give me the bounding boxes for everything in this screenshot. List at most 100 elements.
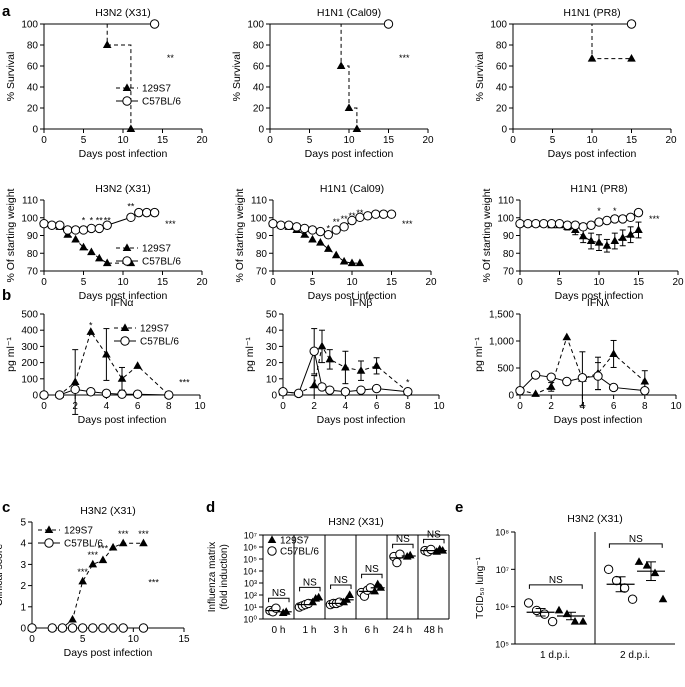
y-tick-label: 0 <box>32 125 38 136</box>
series-line <box>513 23 632 60</box>
series-129S7 <box>554 557 668 625</box>
category-label: 48 h <box>424 625 443 636</box>
data-point-triangle <box>594 238 604 246</box>
data-point-triangle <box>345 590 354 598</box>
y-tick-label: 20 <box>266 358 278 369</box>
data-point-triangle <box>79 242 88 251</box>
legend-marker-triangle <box>120 323 130 331</box>
data-point-triangle <box>102 258 112 267</box>
x-tick-label: 10 <box>433 401 445 412</box>
x-tick-label: 15 <box>157 277 169 288</box>
data-point-circle <box>98 623 108 633</box>
y-tick-label: 110 <box>498 196 514 207</box>
chart-title: IFNλ <box>587 297 610 309</box>
series-C57BL/6 <box>270 19 394 29</box>
x-tick-label: 15 <box>178 634 190 645</box>
chart-title: H1N1 (Cal09) <box>320 183 384 195</box>
x-tick-label: 10 <box>343 135 355 146</box>
significance-bracket <box>608 543 663 548</box>
x-tick-label: 0 <box>41 401 47 412</box>
data-point-circle <box>39 218 49 229</box>
data-point-circle <box>54 390 65 400</box>
category-label: 2 d.p.i. <box>620 650 650 661</box>
chart-c-clinical: H3N2 (X31) 0 5 10 15 0 1 2 3 4 5 Days post infectio… <box>0 505 190 659</box>
x-tick-label: 10 <box>346 277 358 288</box>
ns-label: NS <box>334 575 348 586</box>
data-point-triangle <box>650 568 660 577</box>
series-line <box>282 345 409 394</box>
y-tick-label: 10⁴ <box>243 567 257 577</box>
data-point-circle <box>627 594 638 604</box>
x-tick-label: 5 <box>557 277 563 288</box>
data-point-circle <box>299 223 310 234</box>
series-C57BL/6 <box>44 19 160 29</box>
data-point-circle <box>47 220 57 230</box>
significance-label: *** <box>88 550 99 560</box>
data-point-triangle <box>342 595 351 603</box>
data-point-circle <box>315 226 326 237</box>
category-label: 24 h <box>393 625 412 636</box>
x-tick-label: 5 <box>550 135 556 146</box>
data-point-circle <box>292 222 302 232</box>
data-point-circle <box>55 220 65 230</box>
x-tick-label: 15 <box>626 135 638 146</box>
data-point-circle <box>317 382 327 392</box>
series-C57BL/6 <box>515 207 644 232</box>
data-point-triangle <box>133 361 142 369</box>
y-tick-label: 80 <box>256 249 268 260</box>
data-point-circle <box>118 623 128 633</box>
y-tick-label: 90 <box>27 231 39 242</box>
significance-bracket <box>361 573 383 579</box>
data-point-circle <box>325 385 335 395</box>
data-point-triangle <box>341 362 350 371</box>
data-point-triangle <box>68 614 77 623</box>
data-point-circle <box>586 220 596 230</box>
y-tick-label: 3 <box>20 560 26 571</box>
category-label: 1 d.p.i. <box>540 650 570 661</box>
y-axis-label: Clinical score <box>0 544 5 607</box>
data-point-triangle <box>331 250 341 259</box>
chart-b-ifnl: IFNλ 0 2 4 6 8 10 0 500 1,000 1,500 Days post infec… <box>473 297 682 426</box>
legend-marker-circle <box>44 538 54 548</box>
x-tick-label: 20 <box>196 135 208 146</box>
significance-bracket <box>299 586 321 592</box>
data-point-circle <box>67 623 78 633</box>
data-point-triangle <box>438 546 447 554</box>
y-tick-label: 40 <box>27 83 39 94</box>
data-point-circle <box>134 207 144 218</box>
x-tick-label: 0 <box>510 135 516 146</box>
data-point-triangle <box>546 382 556 390</box>
data-point-circle <box>619 583 630 593</box>
y-axis-label: pg ml⁻¹ <box>5 337 17 372</box>
y-tick-label: 70 <box>503 267 515 278</box>
y-tick-label: 30 <box>266 342 278 353</box>
y-axis-label: pg ml⁻¹ <box>473 337 485 372</box>
data-point-circle <box>149 207 160 218</box>
y-axis-label: % Survival <box>474 52 486 102</box>
y-tick-label: 90 <box>256 231 268 242</box>
chart-b-ifna: IFNα02468100100200300400500Days post inf… <box>5 297 206 426</box>
data-point-circle <box>132 389 143 399</box>
data-point-triangle <box>325 354 335 363</box>
y-axis-label: pg ml⁻¹ <box>244 337 256 372</box>
data-point-triangle <box>86 327 96 335</box>
y-tick-label: 10⁵ <box>243 555 257 565</box>
data-point-triangle <box>570 617 580 625</box>
x-tick-label: 5 <box>80 634 86 645</box>
y-tick-label: 10⁶ <box>495 602 509 612</box>
chart-title: H1N1 (PR8) <box>570 183 627 195</box>
x-axis-label: Days post infection <box>308 290 397 302</box>
data-point-circle <box>347 215 357 226</box>
series-line <box>43 223 131 264</box>
data-point-circle <box>530 370 541 380</box>
data-point-triangle <box>70 377 80 386</box>
x-tick-label: 10 <box>117 277 129 288</box>
x-tick-label: 8 <box>405 401 411 412</box>
y-axis-label: % Survival <box>231 52 243 102</box>
y-tick-label: 100 <box>21 374 38 385</box>
significance-label: *** <box>98 544 109 554</box>
data-point-triangle <box>554 605 564 614</box>
data-point-triangle <box>118 538 128 547</box>
significance-label: *** <box>77 567 88 577</box>
series-C57BL/6 <box>523 564 638 627</box>
